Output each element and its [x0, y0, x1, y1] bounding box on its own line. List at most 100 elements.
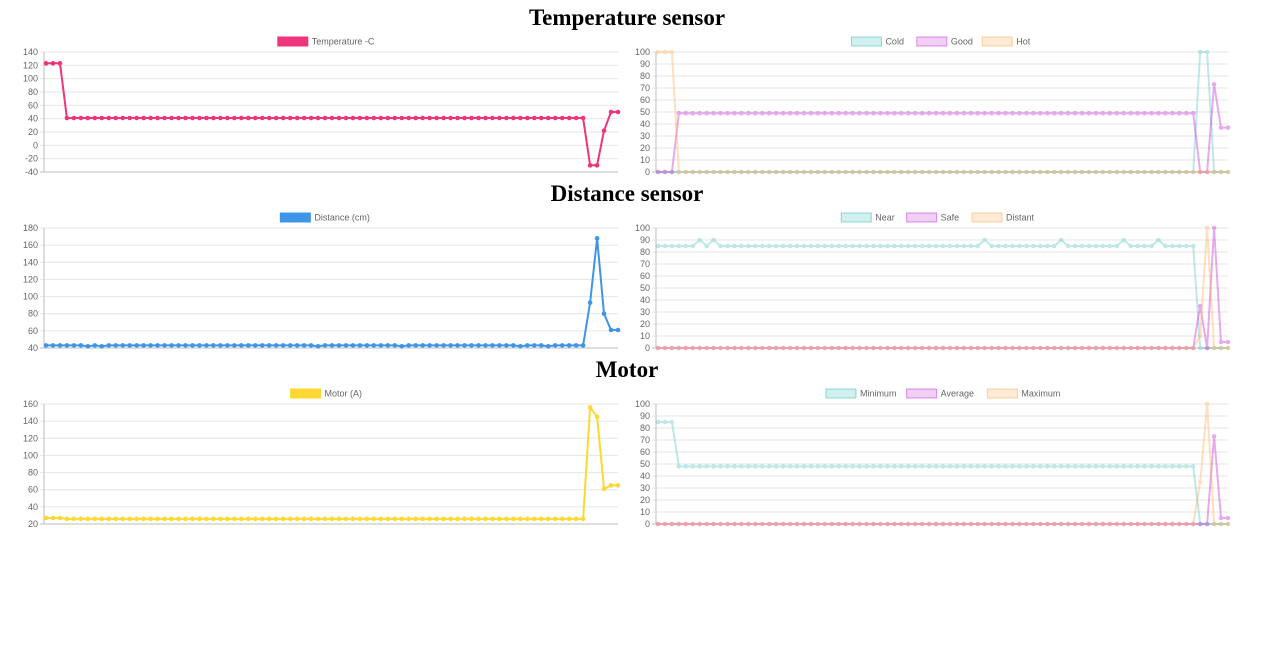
data-point[interactable] — [1024, 243, 1029, 249]
data-point[interactable] — [898, 243, 904, 249]
data-point[interactable] — [711, 521, 716, 527]
legend-item-distant[interactable]: Distant — [971, 212, 1035, 223]
data-point[interactable] — [1190, 243, 1196, 249]
data-point[interactable] — [732, 110, 737, 116]
data-point[interactable] — [1100, 169, 1106, 175]
data-point[interactable] — [704, 345, 709, 351]
data-point[interactable] — [287, 343, 293, 348]
data-point[interactable] — [718, 169, 723, 175]
data-point[interactable] — [127, 115, 133, 121]
data-point[interactable] — [1107, 464, 1113, 469]
data-point[interactable] — [587, 300, 593, 305]
data-point[interactable] — [1044, 521, 1050, 527]
data-point[interactable] — [1170, 521, 1175, 527]
data-point[interactable] — [982, 110, 988, 116]
data-point[interactable] — [1058, 110, 1064, 116]
data-point[interactable] — [718, 521, 723, 527]
data-point[interactable] — [315, 343, 321, 349]
data-point[interactable] — [1044, 243, 1050, 249]
data-point[interactable] — [57, 61, 63, 66]
data-point[interactable] — [739, 464, 744, 469]
data-point[interactable] — [996, 169, 1001, 175]
data-point[interactable] — [1031, 243, 1036, 249]
data-point[interactable] — [1038, 345, 1043, 351]
data-point[interactable] — [483, 516, 488, 522]
data-point[interactable] — [399, 343, 405, 349]
data-point[interactable] — [413, 516, 419, 522]
data-point[interactable] — [343, 343, 349, 348]
data-point[interactable] — [1065, 464, 1071, 469]
data-point[interactable] — [905, 169, 911, 175]
data-point[interactable] — [940, 521, 946, 527]
data-point[interactable] — [697, 345, 703, 351]
data-point[interactable] — [1135, 464, 1140, 469]
data-point[interactable] — [815, 169, 821, 175]
data-point[interactable] — [732, 521, 737, 527]
data-point[interactable] — [878, 345, 883, 351]
data-point[interactable] — [912, 169, 918, 175]
data-point[interactable] — [1003, 345, 1008, 351]
data-point[interactable] — [871, 243, 876, 249]
data-point[interactable] — [1010, 345, 1015, 351]
data-point[interactable] — [683, 243, 689, 249]
data-point[interactable] — [1024, 521, 1029, 527]
data-point[interactable] — [1225, 521, 1231, 527]
data-point[interactable] — [780, 169, 786, 175]
data-point[interactable] — [1204, 521, 1210, 527]
data-point[interactable] — [1190, 345, 1196, 351]
data-point[interactable] — [822, 345, 828, 351]
data-point[interactable] — [1093, 345, 1099, 351]
data-point[interactable] — [497, 115, 502, 121]
data-point[interactable] — [919, 464, 925, 469]
data-point[interactable] — [808, 345, 814, 351]
data-point[interactable] — [725, 169, 730, 175]
data-point[interactable] — [996, 345, 1001, 351]
data-point[interactable] — [1128, 169, 1133, 175]
data-point[interactable] — [753, 110, 758, 116]
data-point[interactable] — [294, 343, 300, 348]
data-point[interactable] — [954, 521, 960, 527]
data-point[interactable] — [676, 521, 682, 527]
data-point[interactable] — [850, 464, 855, 469]
data-point[interactable] — [336, 343, 342, 348]
data-point[interactable] — [413, 115, 419, 121]
data-point[interactable] — [655, 345, 661, 351]
data-point[interactable] — [871, 345, 876, 351]
data-point[interactable] — [259, 516, 265, 522]
data-point[interactable] — [669, 243, 675, 249]
data-point[interactable] — [566, 343, 572, 348]
data-point[interactable] — [905, 243, 911, 249]
data-point[interactable] — [1211, 225, 1217, 231]
data-point[interactable] — [1204, 49, 1210, 55]
data-point[interactable] — [1211, 345, 1217, 351]
data-point[interactable] — [559, 115, 565, 121]
data-point[interactable] — [919, 169, 925, 175]
data-point[interactable] — [357, 115, 363, 121]
data-point[interactable] — [1204, 225, 1210, 231]
data-point[interactable] — [1163, 169, 1168, 175]
data-point[interactable] — [683, 521, 689, 527]
data-point[interactable] — [1051, 243, 1057, 249]
data-point[interactable] — [968, 521, 974, 527]
data-point[interactable] — [1218, 521, 1224, 527]
data-point[interactable] — [169, 115, 174, 121]
data-point[interactable] — [525, 343, 530, 348]
data-point[interactable] — [864, 345, 869, 351]
data-point[interactable] — [1225, 345, 1231, 351]
data-point[interactable] — [1142, 464, 1147, 469]
data-point[interactable] — [1204, 345, 1210, 351]
data-point[interactable] — [1093, 521, 1099, 527]
data-point[interactable] — [836, 345, 842, 351]
data-point[interactable] — [1058, 521, 1064, 527]
data-point[interactable] — [773, 345, 779, 351]
data-point[interactable] — [1107, 110, 1113, 116]
data-point[interactable] — [1038, 243, 1043, 249]
data-point[interactable] — [50, 343, 56, 348]
data-point[interactable] — [655, 419, 661, 425]
data-point[interactable] — [190, 516, 195, 522]
data-point[interactable] — [1197, 49, 1203, 55]
data-point[interactable] — [1218, 345, 1224, 351]
data-point[interactable] — [113, 115, 119, 121]
data-point[interactable] — [273, 516, 279, 522]
data-point[interactable] — [836, 521, 842, 527]
